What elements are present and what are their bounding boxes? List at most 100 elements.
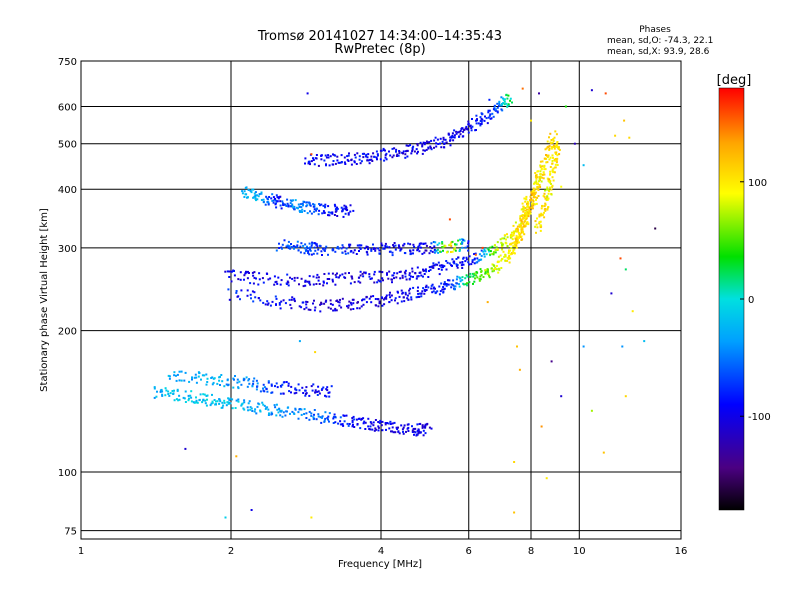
echo-trace-point [412, 427, 415, 430]
phases-o-stats: mean, sd,O: -74.3, 22.1 [607, 36, 713, 46]
echo-trace-point [421, 252, 424, 255]
echo-trace-point [338, 304, 341, 307]
echo-trace-point [293, 247, 295, 250]
echo-trace-point [461, 241, 464, 244]
echo-trace-point [404, 275, 407, 278]
echo-trace-point [297, 203, 300, 206]
echo-trace-point [546, 199, 549, 201]
echo-trace-point [363, 152, 365, 155]
echo-trace-point [455, 278, 458, 281]
echo-trace-point [529, 195, 532, 198]
echo-trace-point [188, 380, 191, 383]
echo-trace-point [255, 379, 258, 382]
echo-trace-point [458, 130, 461, 133]
echo-trace-point [391, 422, 394, 425]
echo-trace-point [252, 196, 255, 199]
y-tick-label: 500 [58, 140, 77, 151]
echo-trace-point [276, 408, 279, 411]
echo-trace-point [402, 244, 405, 247]
echo-trace-point [191, 376, 193, 379]
echo-trace-point [346, 155, 349, 158]
echo-trace-point [409, 250, 412, 253]
echo-trace-point [543, 168, 546, 171]
echo-trace-point [172, 393, 175, 395]
echo-trace-point [303, 408, 306, 411]
echo-trace-point [297, 207, 299, 210]
echo-trace-point [253, 192, 256, 195]
echo-trace-point [361, 417, 363, 420]
echo-trace-point [510, 247, 513, 250]
echo-trace-point [255, 388, 258, 391]
echo-trace-point [491, 112, 494, 115]
echo-trace-point [363, 298, 366, 301]
echo-trace-point [283, 381, 286, 384]
echo-trace-point [473, 257, 476, 260]
echo-trace-point [228, 298, 231, 301]
echo-trace-point [336, 159, 339, 162]
echo-trace-point [513, 252, 516, 255]
echo-trace-point [553, 147, 556, 150]
echo-trace-point [480, 258, 483, 261]
echo-trace-point [428, 141, 431, 144]
echo-trace-point [180, 379, 183, 382]
echo-trace-point [534, 220, 537, 223]
echo-point [488, 98, 491, 101]
echo-trace-point [505, 102, 508, 105]
echo-point [654, 227, 657, 230]
echo-trace-point [397, 154, 400, 157]
echo-trace-point [421, 425, 424, 428]
echo-trace-point [438, 293, 441, 296]
echo-trace-point [536, 226, 539, 229]
echo-trace-point [441, 246, 444, 248]
echo-trace-point [310, 160, 313, 163]
echo-trace-point [309, 249, 312, 252]
echo-trace-point [218, 402, 221, 405]
echo-trace-point [504, 241, 507, 244]
echo-trace-point [406, 149, 409, 152]
echo-trace-point [381, 271, 384, 274]
echo-trace-point [455, 243, 458, 246]
echo-trace-point [280, 279, 283, 282]
echo-trace-point [397, 246, 400, 249]
echo-trace-point [468, 281, 471, 284]
echo-trace-point [182, 396, 185, 399]
echo-trace-point [548, 147, 551, 150]
echo-trace-point [341, 209, 344, 212]
echo-trace-point [397, 244, 400, 247]
echo-trace-point [345, 207, 348, 210]
echo-trace-point [356, 244, 359, 247]
echo-trace-point [547, 154, 550, 157]
echo-trace-point [378, 249, 381, 252]
echo-trace-point [317, 390, 320, 393]
echo-trace-point [511, 234, 514, 237]
echo-trace-point [265, 195, 268, 198]
echo-trace-point [305, 303, 308, 306]
echo-trace-point [514, 237, 517, 240]
echo-trace-point [367, 425, 370, 428]
echo-trace-point [496, 106, 499, 109]
echo-trace-point [516, 239, 519, 241]
echo-trace-point [409, 253, 412, 256]
echo-trace-point [309, 283, 312, 286]
echo-trace-point [243, 399, 246, 402]
echo-trace-point [351, 417, 354, 419]
echo-trace-point [533, 194, 535, 197]
echo-trace-point [501, 242, 504, 245]
echo-trace-point [463, 128, 465, 131]
echo-trace-point [329, 307, 332, 310]
echo-trace-point [362, 303, 365, 306]
echo-trace-point [317, 279, 320, 282]
echo-trace-point [347, 212, 350, 215]
echo-trace-point [226, 378, 229, 381]
echo-trace-point [388, 246, 391, 249]
echo-trace-point [539, 164, 542, 167]
echo-point [564, 105, 567, 108]
echo-trace-point [338, 301, 341, 304]
echo-trace-point [303, 252, 306, 255]
echo-trace-point [378, 280, 381, 283]
echo-trace-point [441, 288, 444, 291]
echo-trace-point [428, 270, 430, 272]
echo-trace-point [355, 253, 358, 255]
echo-trace-point [549, 166, 552, 168]
echo-trace-point [377, 298, 380, 301]
